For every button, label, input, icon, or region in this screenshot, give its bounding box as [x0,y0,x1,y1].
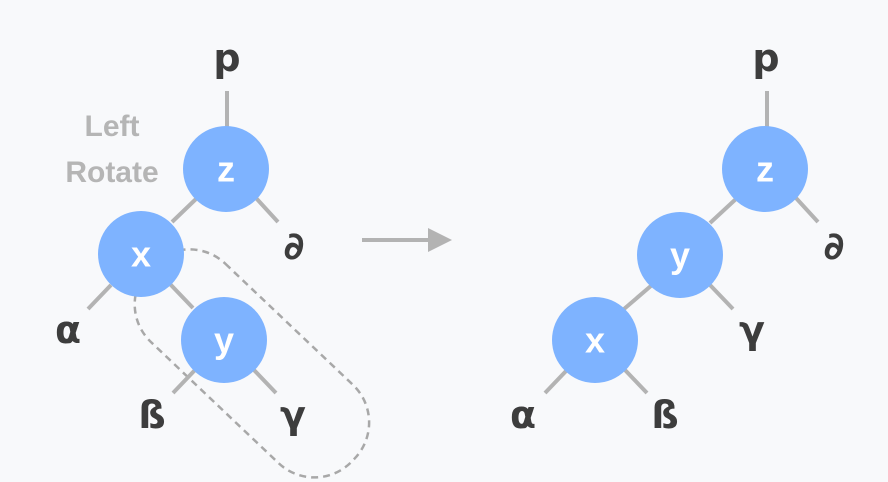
edge-after-y-x [622,283,654,311]
after-node-x-label: x [585,320,605,361]
node-y: y [181,297,267,383]
caption-line1: Left [85,110,140,143]
edge-after-x-alpha [543,368,569,395]
node-y-label: y [214,320,234,361]
after-leaf-alpha: α [510,393,536,437]
after-node-y-label: y [670,235,690,276]
after-node-x: x [552,297,638,383]
after-node-y: y [637,212,723,298]
edge-x-alpha [86,283,113,311]
before-tree: z x y p ∂ α ß γ Left Rotate [55,36,371,479]
after-node-z: z [722,126,808,212]
leaf-beta: ß [138,393,165,437]
edge-after-x-beta [623,368,649,395]
transform-arrow [362,228,452,252]
node-z-label: z [217,149,235,190]
after-leaf-delta: ∂ [824,224,845,268]
edge-after-z-y [708,196,739,225]
leaf-delta: ∂ [284,224,305,268]
parent-label: p [213,36,240,80]
after-parent-label: p [752,36,779,80]
caption-line2: Rotate [65,156,158,189]
leaf-alpha: α [55,308,81,352]
node-x-label: x [131,234,151,275]
edge-z-x [170,196,199,224]
edge-after-z-delta [794,196,820,224]
node-z: z [183,126,269,212]
leaf-gamma: γ [280,393,306,437]
edge-after-y-gamma [708,283,735,311]
after-leaf-gamma: γ [739,308,765,352]
after-tree: z y x p ∂ γ α ß [510,36,844,437]
edge-x-y [168,282,195,310]
after-leaf-beta: ß [651,393,678,437]
edge-y-beta [171,368,197,395]
edge-z-delta [254,196,280,224]
edge-y-gamma [252,368,278,395]
after-node-z-label: z [756,149,774,190]
node-x: x [98,211,184,297]
